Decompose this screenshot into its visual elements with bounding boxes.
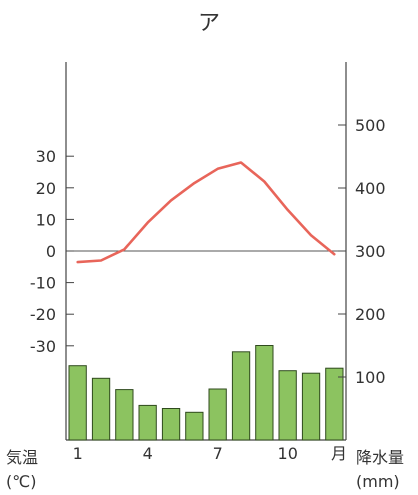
right-tick-label: 400 xyxy=(355,179,386,198)
right-tick-label: 100 xyxy=(355,368,386,387)
left-axis-ticks: 30 20 10 0 -10 -20 -30 xyxy=(30,147,74,356)
left-tick-label: 20 xyxy=(36,179,56,198)
left-tick-label: 0 xyxy=(46,242,56,261)
precip-bar xyxy=(301,372,321,441)
precip-bar xyxy=(161,408,181,441)
left-tick-label: -30 xyxy=(30,337,56,356)
left-tick-label: -10 xyxy=(30,274,56,293)
x-tick-label: 7 xyxy=(213,444,223,463)
precip-bar xyxy=(91,377,111,441)
precip-bar xyxy=(255,345,274,441)
precipitation-bars xyxy=(68,345,344,441)
x-axis-unit: 月 xyxy=(331,444,347,463)
right-axis-ticks: 500 400 300 200 100 xyxy=(338,116,386,387)
left-tick-label: -20 xyxy=(30,305,56,324)
precip-bar xyxy=(115,389,134,441)
precip-bar xyxy=(208,388,227,441)
precip-bar xyxy=(185,411,204,441)
right-tick-label: 300 xyxy=(355,242,386,261)
precip-bar xyxy=(138,404,157,441)
left-axis-label: 気温 xyxy=(6,448,38,467)
left-tick-label: 30 xyxy=(36,147,56,166)
right-tick-label: 200 xyxy=(355,305,386,324)
precip-bar xyxy=(325,367,344,441)
right-axis-unit: (mm) xyxy=(356,472,400,491)
precip-bar xyxy=(231,351,251,441)
x-tick-label: 10 xyxy=(278,444,298,463)
right-axis-label: 降水量 xyxy=(356,448,404,467)
temperature-line xyxy=(76,161,336,264)
right-tick-label: 500 xyxy=(355,116,386,135)
x-tick-label: 1 xyxy=(73,444,83,463)
left-tick-label: 10 xyxy=(36,210,56,229)
precip-bar xyxy=(68,365,87,441)
left-axis-unit: (℃) xyxy=(6,472,36,491)
x-tick-label: 4 xyxy=(143,444,153,463)
precip-bar xyxy=(278,370,297,441)
x-axis-ticks: 1 4 7 10 xyxy=(73,444,298,463)
chart-title: ア xyxy=(198,11,220,36)
